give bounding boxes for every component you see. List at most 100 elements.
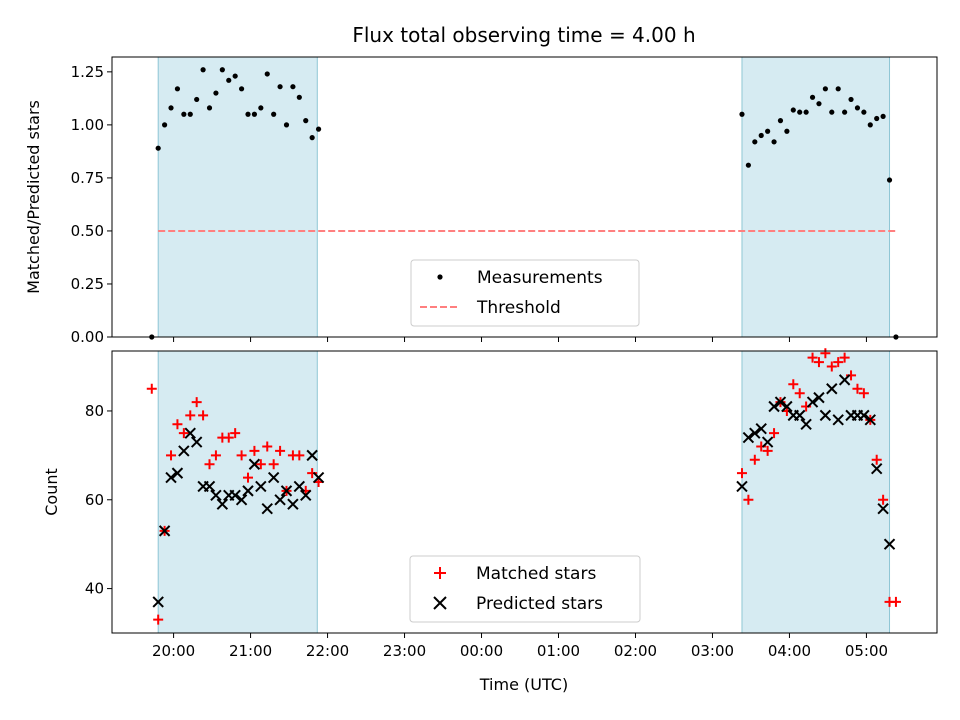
matched-star-point bbox=[268, 459, 279, 470]
ratio-panel: 0.00 0.25 0.50 0.75 1.00 1.25 Matched/Predict… bbox=[24, 56, 938, 346]
measurement-point bbox=[245, 111, 251, 117]
predicted-star-point bbox=[248, 458, 261, 470]
predicted-star-point bbox=[300, 489, 312, 502]
predicted-star-point bbox=[877, 502, 889, 515]
predicted-star-point bbox=[774, 396, 787, 408]
ratio-plot-frame bbox=[111, 56, 938, 338]
ratio-y-axis-label: Matched/Predicted stars bbox=[24, 100, 43, 294]
predicted-star-point bbox=[158, 525, 171, 537]
predicted-star-point bbox=[255, 480, 267, 493]
measurement-point bbox=[848, 96, 854, 103]
measurement-point bbox=[155, 145, 161, 151]
predicted-star-point bbox=[864, 414, 876, 426]
measurement-point bbox=[861, 109, 867, 115]
measurement-point bbox=[874, 115, 880, 122]
measurement-point bbox=[187, 111, 193, 117]
measurement-point bbox=[238, 86, 245, 92]
matched-star-point bbox=[198, 410, 209, 421]
predicted-star-point bbox=[768, 400, 780, 413]
predicted-star-point bbox=[306, 449, 318, 462]
predicted-star-point bbox=[216, 498, 229, 510]
predicted-star-point bbox=[242, 485, 254, 497]
matched-star-point bbox=[243, 472, 254, 483]
legend-matched-marker bbox=[434, 567, 446, 579]
measurement-point bbox=[765, 128, 771, 134]
measurement-point bbox=[829, 109, 835, 115]
count-y-axis-label: Count bbox=[42, 468, 61, 516]
predicted-star-point bbox=[813, 391, 825, 404]
matched-star-point bbox=[858, 388, 869, 399]
observing-window bbox=[157, 56, 318, 338]
y-tick-label: 40 bbox=[85, 580, 104, 598]
measurement-points bbox=[149, 67, 899, 340]
predicted-star-point bbox=[312, 471, 325, 484]
x-tick-label: 21:00 bbox=[229, 642, 272, 660]
measurement-point bbox=[739, 111, 745, 117]
matched-star-point bbox=[788, 379, 799, 390]
measurement-point bbox=[809, 94, 816, 100]
measurement-point bbox=[200, 67, 206, 73]
predicted-star-point bbox=[806, 396, 819, 408]
legend-measurements-marker bbox=[437, 274, 443, 280]
measurement-point bbox=[745, 162, 751, 168]
measurement-point bbox=[181, 111, 187, 117]
matched-star-point bbox=[204, 459, 215, 470]
measurement-point bbox=[752, 139, 758, 145]
predicted-star-point bbox=[736, 480, 748, 493]
predicted-star-point bbox=[819, 409, 832, 422]
matched-star-point bbox=[230, 428, 241, 439]
predicted-star-point bbox=[838, 374, 851, 386]
measurement-point bbox=[842, 109, 848, 115]
observing-window bbox=[741, 56, 891, 338]
measurement-point bbox=[219, 67, 225, 73]
matched-star-point bbox=[166, 450, 177, 461]
count-plot-frame bbox=[111, 350, 938, 634]
x-axis-label: Time (UTC) bbox=[479, 675, 568, 694]
measurement-point bbox=[277, 84, 283, 90]
legend-predicted-marker bbox=[433, 596, 447, 610]
ratio-x-ticks bbox=[173, 337, 867, 342]
count-legend-box bbox=[409, 555, 641, 623]
measurement-point bbox=[309, 135, 315, 141]
predicted-star-point bbox=[755, 423, 767, 435]
legend-measurements-label: Measurements bbox=[477, 268, 603, 288]
matched-star-point bbox=[210, 450, 221, 461]
measurement-point bbox=[758, 132, 764, 139]
x-tick-label: 00:00 bbox=[460, 642, 503, 660]
measurement-point bbox=[296, 94, 302, 100]
legend-matched-label: Matched stars bbox=[476, 564, 596, 584]
measurement-point bbox=[771, 139, 777, 145]
matched-star-point bbox=[185, 410, 196, 421]
measurement-point bbox=[790, 107, 796, 113]
x-tick-label: 04:00 bbox=[768, 642, 811, 660]
measurement-point bbox=[251, 111, 258, 117]
measurement-point bbox=[258, 105, 264, 111]
x-tick-label: 05:00 bbox=[845, 642, 888, 660]
predicted-star-point bbox=[749, 427, 761, 439]
matched-star-point bbox=[807, 352, 818, 363]
measurement-point bbox=[797, 109, 803, 115]
matched-star-point bbox=[153, 614, 164, 625]
x-tick-label: 01:00 bbox=[537, 642, 580, 660]
ratio-y-ticks: 0.00 0.25 0.50 0.75 1.00 1.25 bbox=[71, 63, 112, 346]
predicted-star-point bbox=[203, 480, 216, 493]
predicted-star-point bbox=[235, 494, 248, 506]
predicted-star-point bbox=[832, 414, 844, 426]
ratio-legend: Measurements Threshold bbox=[410, 259, 640, 327]
measurement-point bbox=[854, 105, 861, 111]
measurement-point bbox=[232, 73, 238, 79]
legend-predicted-label: Predicted stars bbox=[476, 594, 603, 614]
predicted-star-point bbox=[761, 436, 774, 448]
measurement-point bbox=[803, 109, 809, 115]
count-points bbox=[146, 348, 901, 625]
predicted-star-point bbox=[742, 431, 755, 444]
measurement-point bbox=[162, 122, 168, 128]
measurement-point bbox=[315, 126, 322, 132]
measurement-point bbox=[226, 77, 232, 83]
matched-star-point bbox=[820, 348, 831, 359]
matched-star-point bbox=[833, 357, 844, 368]
predicted-star-point bbox=[287, 498, 299, 510]
y-tick-label: 0.50 bbox=[71, 222, 104, 240]
matched-star-point bbox=[294, 450, 305, 461]
